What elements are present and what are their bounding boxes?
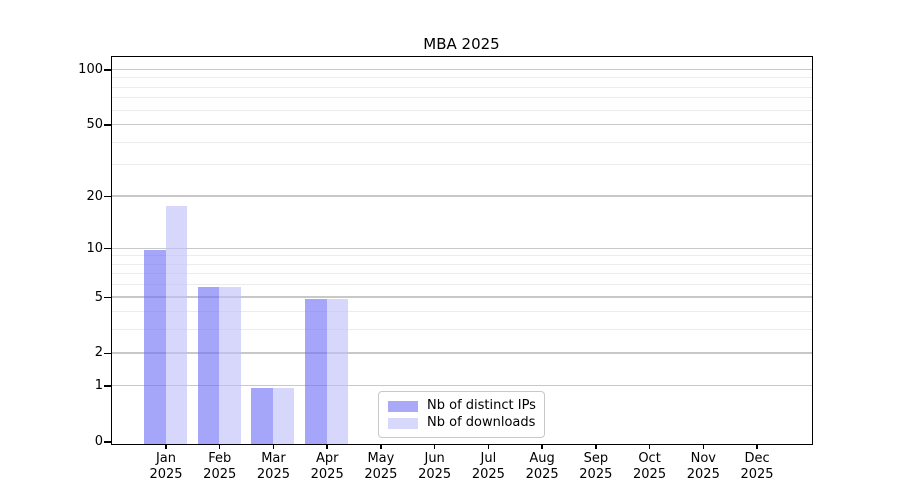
gridline-minor <box>111 329 812 331</box>
x-tick-label: Dec 2025 <box>740 451 774 482</box>
y-tick-label: 10 <box>86 240 103 256</box>
gridline-minor <box>111 284 812 286</box>
bar-downloads <box>272 387 295 444</box>
y-tick-label: 5 <box>94 289 103 305</box>
plot-area <box>110 55 813 445</box>
y-tick-mark <box>104 124 111 126</box>
y-tick-mark <box>104 247 111 250</box>
x-tick-mark <box>165 443 167 449</box>
gridline-minor <box>111 86 812 88</box>
x-tick-label: Mar 2025 <box>256 451 290 482</box>
gridline-minor <box>111 273 812 275</box>
gridline-major <box>111 247 812 249</box>
x-tick-label: Jun 2025 <box>418 451 452 482</box>
x-tick-mark <box>702 443 705 449</box>
y-tick-label: 50 <box>86 117 103 133</box>
legend-swatch-downloads-icon <box>388 417 418 429</box>
legend-item-distinct-ips: Nb of distinct IPs <box>388 398 536 413</box>
y-tick-mark <box>104 195 111 198</box>
gridline-minor <box>111 263 812 265</box>
y-tick-label: 1 <box>94 378 103 394</box>
bar-distinct-ips <box>305 299 327 444</box>
gridline-major <box>111 68 812 71</box>
gridline-major <box>111 123 812 126</box>
x-tick-mark <box>487 443 490 449</box>
y-tick-label: 2 <box>94 345 103 361</box>
gridline-minor <box>111 311 812 313</box>
x-tick-label: Aug 2025 <box>525 451 559 482</box>
x-tick-mark <box>326 443 328 449</box>
x-tick-mark <box>380 443 382 449</box>
bar-distinct-ips <box>197 286 220 444</box>
x-tick-mark <box>595 443 597 449</box>
y-tick-mark <box>104 385 111 387</box>
gridline-major <box>111 296 812 298</box>
y-tick-mark <box>104 296 111 299</box>
x-tick-mark <box>433 443 436 449</box>
x-tick-mark <box>218 443 221 449</box>
bar-distinct-ips <box>144 250 166 444</box>
x-tick-mark <box>541 443 543 449</box>
x-tick-mark <box>648 443 651 449</box>
legend-swatch-distinct-ips-icon <box>388 400 418 412</box>
y-tick-label: 20 <box>86 188 103 204</box>
legend-item-downloads: Nb of downloads <box>388 416 535 430</box>
x-tick-label: May 2025 <box>364 451 398 482</box>
legend-label-distinct-ips: Nb of distinct IPs <box>427 398 536 413</box>
gridline-major <box>111 195 812 197</box>
bar-downloads <box>219 286 241 444</box>
bar-distinct-ips <box>251 387 273 444</box>
legend-label-downloads: Nb of downloads <box>427 415 536 430</box>
gridline-minor <box>111 255 812 257</box>
gridline-minor <box>111 141 812 143</box>
x-tick-mark <box>272 443 275 449</box>
legend: Nb of distinct IPs Nb of downloads <box>378 391 545 438</box>
gridline-minor <box>111 164 812 166</box>
chart-title: MBA 2025 <box>423 35 500 53</box>
x-tick-label: Nov 2025 <box>686 451 720 482</box>
x-tick-label: Apr 2025 <box>310 451 344 482</box>
gridline-minor <box>111 97 812 99</box>
gridline-major <box>111 352 812 354</box>
x-tick-label: Oct 2025 <box>633 451 667 482</box>
x-tick-label: Jan 2025 <box>149 451 183 482</box>
y-tick-label: 100 <box>78 62 103 78</box>
x-tick-label: Sep 2025 <box>579 451 613 482</box>
y-tick-mark <box>104 69 111 71</box>
bar-downloads <box>326 299 349 444</box>
x-tick-label: Jul 2025 <box>471 451 505 482</box>
gridline-minor <box>111 109 812 111</box>
y-tick-mark <box>104 352 111 355</box>
bar-downloads <box>165 206 187 444</box>
y-tick-label: 0 <box>94 434 103 449</box>
x-tick-label: Feb 2025 <box>203 451 237 482</box>
gridline-major <box>111 384 812 387</box>
y-tick-mark <box>104 441 111 443</box>
x-tick-mark <box>756 443 758 449</box>
gridline-minor <box>111 77 812 79</box>
